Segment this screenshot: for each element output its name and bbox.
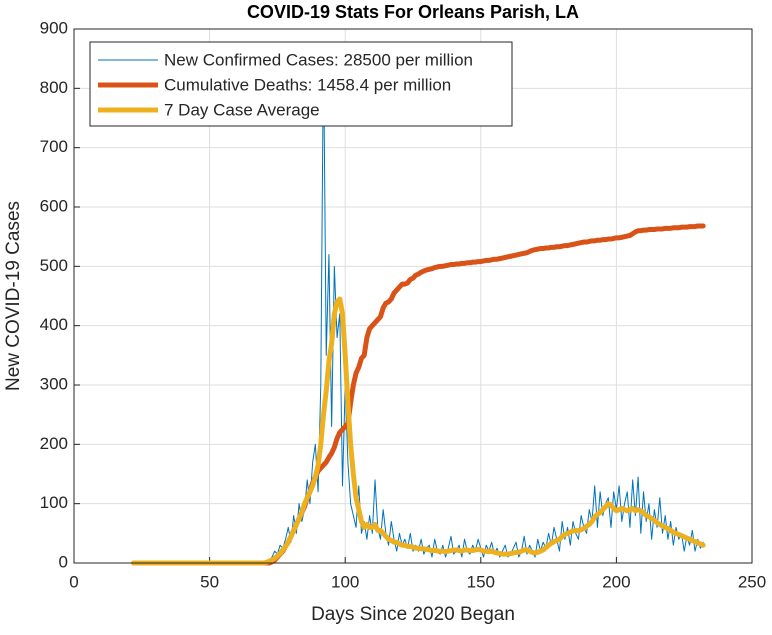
y-tick-label: 600 — [40, 196, 68, 215]
y-tick-label: 200 — [40, 434, 68, 453]
y-axis-label: New COVID-19 Cases — [3, 201, 24, 391]
plot-frame — [73, 28, 753, 564]
x-tick-label: 50 — [200, 572, 219, 591]
y-tick-label: 300 — [40, 374, 68, 393]
y-tick-label: 400 — [40, 315, 68, 334]
legend: New Confirmed Cases: 28500 per million Cu… — [89, 41, 513, 127]
legend-label: New Confirmed Cases: 28500 per million — [164, 50, 473, 69]
y-tick-label: 100 — [40, 493, 68, 512]
x-tick-label: 200 — [602, 572, 630, 591]
y-tick-label: 900 — [40, 18, 68, 37]
x-axis-label: Days Since 2020 Began — [311, 604, 515, 625]
y-tick-label: 0 — [59, 552, 68, 571]
y-tick-label: 700 — [40, 137, 68, 156]
legend-label: 7 Day Case Average — [164, 100, 320, 119]
x-tick-label: 150 — [467, 572, 495, 591]
chart-title: COVID-19 Stats For Orleans Parish, LA — [247, 2, 579, 22]
legend-box — [89, 41, 513, 127]
x-tick-label: 100 — [331, 572, 359, 591]
x-tick-label: 0 — [69, 572, 78, 591]
y-tick-label: 500 — [40, 256, 68, 275]
legend-label: Cumulative Deaths: 1458.4 per million — [164, 75, 451, 94]
x-tick-label: 250 — [738, 572, 766, 591]
y-tick-label: 800 — [40, 78, 68, 97]
